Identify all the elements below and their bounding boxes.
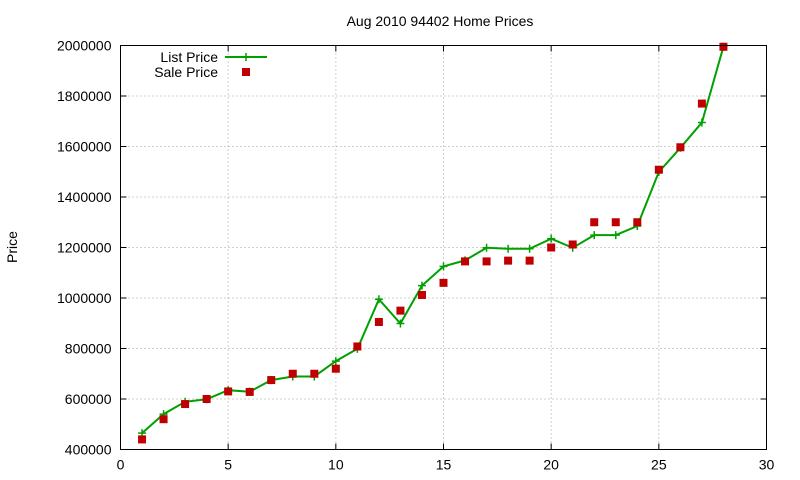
sale-price-point xyxy=(288,369,297,378)
sale-price-point xyxy=(676,143,685,152)
data-series xyxy=(138,42,728,444)
y-tick-label: 800000 xyxy=(65,341,112,357)
sale-price-point xyxy=(439,278,448,287)
sale-price-point xyxy=(525,256,534,265)
sale-price-point xyxy=(504,256,513,265)
sale-price-point xyxy=(654,165,663,174)
y-tick-label: 400000 xyxy=(65,442,112,458)
axis-ticks: 400000 600000 800000 1000000 1200000 1400000 1… xyxy=(57,38,775,473)
list-price-point xyxy=(525,244,534,253)
x-tick-label: 15 xyxy=(436,457,452,473)
sale-price-point xyxy=(633,218,642,227)
list-price-point xyxy=(439,262,448,271)
y-tick-label: 600000 xyxy=(65,391,112,407)
list-price-point xyxy=(547,234,556,243)
sale-price-point xyxy=(138,435,147,444)
sale-price-point xyxy=(353,342,362,351)
x-tick-label: 5 xyxy=(224,457,232,473)
list-price-point xyxy=(482,243,491,252)
list-price-point xyxy=(331,357,340,366)
sale-price-point xyxy=(396,306,405,315)
sale-price-point xyxy=(568,240,577,249)
y-tick-label: 2000000 xyxy=(57,38,112,54)
y-tick-label: 1800000 xyxy=(57,88,112,104)
grid-lines xyxy=(120,45,767,450)
sale-price-point xyxy=(697,99,706,108)
sale-price-point xyxy=(611,218,620,227)
sale-price-point xyxy=(310,369,319,378)
legend-cross-sample xyxy=(242,53,250,61)
list-price-point xyxy=(697,118,706,127)
chart-title: Aug 2010 94402 Home Prices xyxy=(347,13,534,29)
sale-price-point xyxy=(482,257,491,266)
sale-price-point xyxy=(159,415,168,424)
x-tick-label: 20 xyxy=(543,457,559,473)
sale-price-point xyxy=(461,257,470,266)
list-price-point xyxy=(417,281,426,290)
x-tick-label: 25 xyxy=(651,457,667,473)
list-price-point xyxy=(374,295,383,304)
sale-price-point xyxy=(590,218,599,227)
y-tick-label: 1600000 xyxy=(57,139,112,155)
y-tick-label: 1400000 xyxy=(57,189,112,205)
sale-price-point xyxy=(331,364,340,373)
list-price-point xyxy=(590,231,599,240)
y-tick-label: 1000000 xyxy=(57,290,112,306)
sale-price-point xyxy=(719,42,728,51)
sale-price-point xyxy=(245,387,254,396)
sale-price-point xyxy=(267,376,276,385)
sale-price-point xyxy=(547,243,556,252)
sale-price-point xyxy=(374,317,383,326)
list-price-point xyxy=(396,319,405,328)
y-axis-label: Price xyxy=(4,231,20,263)
x-tick-label: 30 xyxy=(759,457,775,473)
sale-price-point xyxy=(224,387,233,396)
list-price-line xyxy=(141,46,725,434)
list-price-point xyxy=(611,231,620,240)
list-price-point xyxy=(504,244,513,253)
x-tick-label: 10 xyxy=(328,457,344,473)
plot-border xyxy=(120,45,767,450)
legend-label: List Price xyxy=(160,49,218,65)
legend-label: Sale Price xyxy=(154,64,218,80)
sale-price-point xyxy=(181,400,190,409)
sale-price-point xyxy=(202,395,211,403)
x-tick-label: 0 xyxy=(117,457,125,473)
sale-price-point xyxy=(417,290,426,299)
legend-square-sample xyxy=(242,68,250,76)
y-tick-label: 1200000 xyxy=(57,240,112,256)
